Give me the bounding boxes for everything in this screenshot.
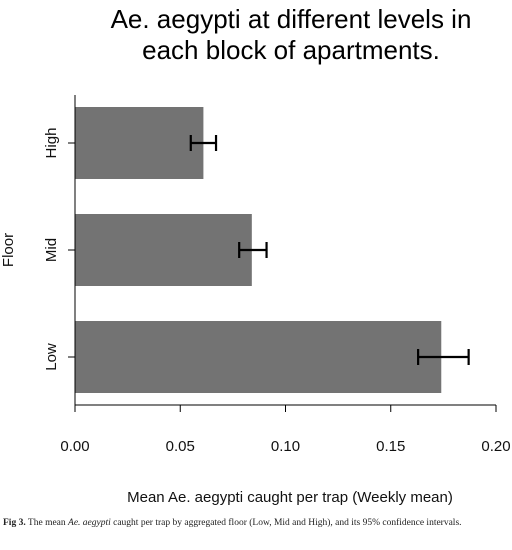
x-tick-label-4: 0.20 <box>481 438 510 455</box>
chart: 0.00 0.05 0.10 0.15 0.20 Low Mid High Mean Ae.… <box>0 0 512 515</box>
caption-text-before: The mean <box>28 518 66 528</box>
y-tick-label-mid: Mid <box>43 238 60 262</box>
bar-low <box>75 321 441 393</box>
figure-caption: Fig 3. The mean Ae. aegypti caught per t… <box>3 517 503 529</box>
caption-figure-label: Fig 3. <box>3 518 26 528</box>
x-axis-label: Mean Ae. aegypti caught per trap (Weekly… <box>127 489 453 506</box>
y-tick-label-low: Low <box>43 343 60 371</box>
bar-high <box>75 107 203 179</box>
y-tick-label-high: High <box>43 128 60 159</box>
bar-mid <box>75 214 252 286</box>
y-axis-label: Floor <box>0 233 17 267</box>
caption-text-after: caught per trap by aggregated floor (Low… <box>113 518 461 528</box>
x-tick-label-3: 0.15 <box>376 438 405 455</box>
x-ticks-group: 0.00 0.05 0.10 0.15 0.20 <box>60 405 510 455</box>
x-tick-label-2: 0.10 <box>271 438 300 455</box>
x-tick-label-0: 0.00 <box>60 438 89 455</box>
x-tick-label-1: 0.05 <box>166 438 195 455</box>
caption-species: Ae. aegypti <box>68 518 111 528</box>
y-ticks-group: Low Mid High <box>43 128 75 371</box>
